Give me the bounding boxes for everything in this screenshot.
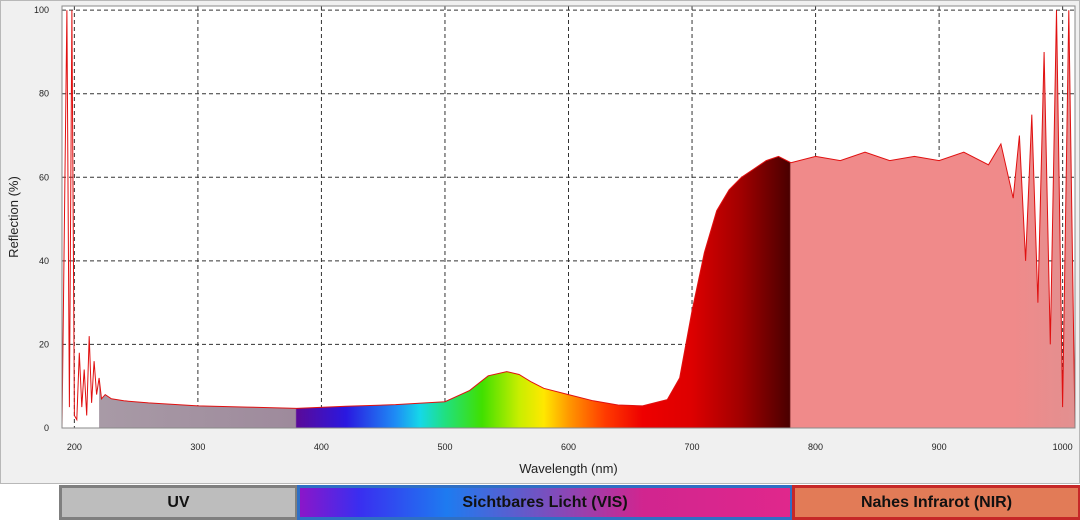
vis-region-band: Sichtbares Licht (VIS)	[297, 485, 793, 520]
x-tick-label: 400	[314, 442, 329, 452]
uv-region-label: UV	[167, 493, 190, 511]
x-tick-label: 800	[808, 442, 823, 452]
x-tick-label: 600	[561, 442, 576, 452]
x-tick-label: 200	[67, 442, 82, 452]
y-tick-label: 0	[44, 423, 49, 433]
x-axis-title: Wavelength (nm)	[519, 461, 618, 476]
y-tick-label: 40	[39, 256, 49, 266]
y-tick-label: 100	[34, 5, 49, 15]
reflection-series-line	[62, 10, 1075, 428]
x-tick-label: 1000	[1053, 442, 1073, 452]
x-tick-label: 300	[190, 442, 205, 452]
tick-labels: 200 300 400 500 600 700 800 900 1000 0 20 40 60 80 100	[34, 5, 1073, 452]
x-tick-label: 900	[932, 442, 947, 452]
x-tick-label: 700	[685, 442, 700, 452]
reflection-chart: 200 300 400 500 600 700 800 900 1000 0 20 40 60 80 100…	[6, 5, 1076, 476]
y-tick-label: 80	[39, 89, 49, 99]
reflection-area	[99, 10, 1075, 428]
nir-region-band: Nahes Infrarot (NIR)	[792, 485, 1080, 520]
nir-region-label: Nahes Infrarot (NIR)	[860, 493, 1013, 511]
plot-border	[61, 5, 1076, 429]
x-tick-label: 500	[437, 442, 452, 452]
y-tick-label: 60	[39, 172, 49, 182]
y-axis-title: Reflection (%)	[6, 176, 21, 258]
y-tick-label: 20	[39, 339, 49, 349]
vis-region-label: Sichtbares Licht (VIS)	[462, 493, 628, 511]
uv-region-band: UV	[59, 485, 298, 520]
